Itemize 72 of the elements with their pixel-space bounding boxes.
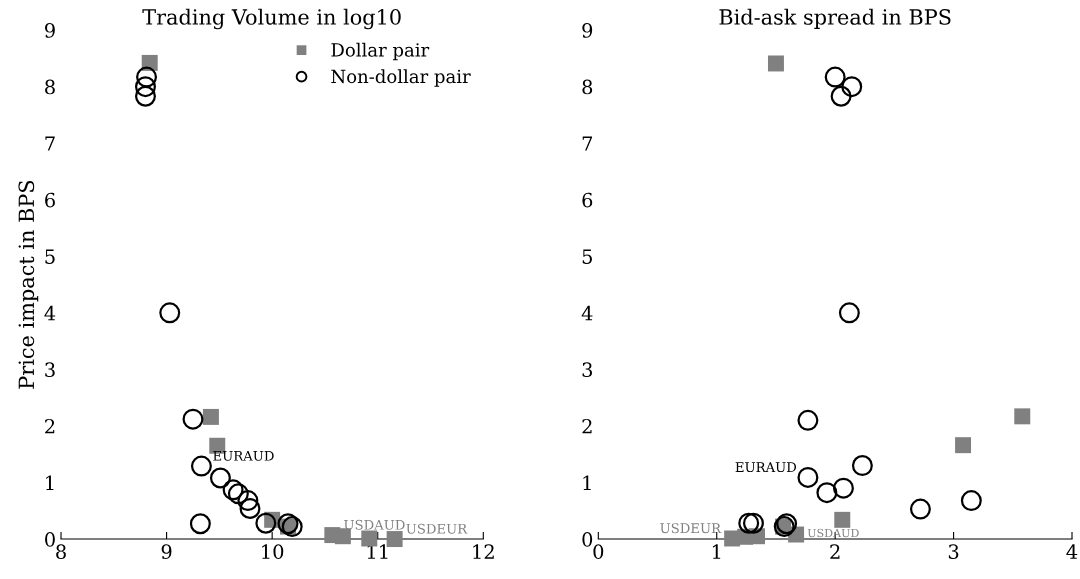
point bbox=[838, 302, 860, 324]
annotation: EURAUD bbox=[213, 450, 274, 461]
annotation: USDAUD bbox=[807, 528, 859, 538]
annotation: USDAUD bbox=[344, 519, 405, 530]
point bbox=[841, 76, 863, 98]
point bbox=[237, 490, 259, 512]
x-tick-label: 2 bbox=[830, 544, 840, 559]
y-tick-label: 7 bbox=[45, 136, 55, 151]
y-tick-label: 1 bbox=[583, 475, 591, 490]
x-tick-label: 0 bbox=[593, 544, 604, 559]
point bbox=[955, 437, 972, 454]
point bbox=[334, 528, 351, 545]
x-tick-label: 3 bbox=[948, 544, 959, 559]
point bbox=[724, 530, 741, 547]
chart-title: Bid-ask spread in BPS bbox=[719, 8, 951, 29]
point bbox=[209, 467, 231, 489]
y-tick-label: 3 bbox=[45, 362, 55, 378]
point bbox=[832, 477, 854, 499]
point bbox=[190, 455, 212, 477]
point bbox=[255, 512, 277, 534]
annotation: USDEUR bbox=[660, 523, 722, 534]
y-tick-label: 6 bbox=[582, 192, 593, 208]
point bbox=[816, 482, 838, 504]
x-tick-label: 10 bbox=[262, 544, 284, 559]
point bbox=[834, 511, 851, 528]
y-tick-label: 2 bbox=[582, 418, 592, 434]
point bbox=[159, 302, 181, 324]
y-axis-title: Price impact in BPS bbox=[18, 180, 39, 389]
y-tick-label: 0 bbox=[582, 532, 593, 547]
x-tick-label: 9 bbox=[161, 544, 172, 559]
y-tick-label: 8 bbox=[45, 79, 55, 95]
point bbox=[830, 85, 852, 107]
point bbox=[1014, 408, 1031, 425]
point bbox=[189, 513, 211, 535]
y-tick-label: 6 bbox=[45, 192, 55, 208]
point bbox=[222, 479, 244, 501]
point bbox=[851, 455, 873, 477]
annotation: USDEUR bbox=[406, 523, 468, 534]
point bbox=[202, 408, 219, 425]
point bbox=[767, 55, 784, 72]
y-tick-label: 8 bbox=[582, 79, 593, 95]
y-tick-label: 7 bbox=[582, 136, 593, 151]
x-tick-label: 4 bbox=[1066, 544, 1078, 559]
y-tick-label: 1 bbox=[46, 475, 54, 490]
point bbox=[386, 531, 403, 548]
point bbox=[909, 498, 931, 520]
x-tick-label: 12 bbox=[473, 544, 494, 559]
point bbox=[960, 490, 982, 512]
x-tick-label: 1 bbox=[712, 544, 721, 559]
point bbox=[239, 498, 261, 519]
legend-label: Dollar pair bbox=[331, 42, 430, 61]
y-tick-label: 4 bbox=[581, 305, 593, 321]
point bbox=[797, 409, 819, 431]
y-tick-label: 2 bbox=[45, 418, 55, 434]
legend-label: Non-dollar pair bbox=[331, 69, 471, 87]
point bbox=[134, 85, 156, 107]
y-tick-label: 5 bbox=[582, 249, 592, 264]
y-tick-label: 0 bbox=[45, 532, 55, 547]
chart-title: Trading Volume in log10 bbox=[142, 8, 401, 30]
point bbox=[134, 76, 156, 98]
point bbox=[182, 408, 204, 430]
y-tick-label: 3 bbox=[582, 362, 593, 378]
point bbox=[824, 66, 846, 88]
point bbox=[136, 66, 158, 88]
y-tick-label: 9 bbox=[582, 23, 593, 38]
y-tick-label: 9 bbox=[45, 23, 55, 38]
point bbox=[227, 483, 249, 505]
y-tick-label: 5 bbox=[45, 249, 55, 264]
point bbox=[797, 466, 819, 488]
y-tick-label: 4 bbox=[44, 305, 56, 321]
x-tick-label: 8 bbox=[56, 544, 66, 559]
annotation: EURAUD bbox=[735, 462, 797, 473]
